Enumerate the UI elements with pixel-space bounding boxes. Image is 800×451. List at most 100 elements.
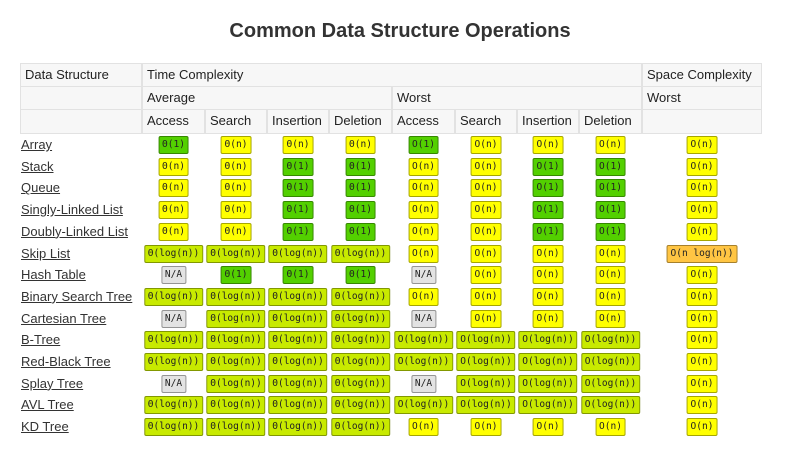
complexity-badge: Θ(1)	[345, 157, 376, 176]
complexity-badge: Θ(log(n))	[330, 396, 391, 415]
complexity-badge: O(log(n))	[580, 396, 641, 415]
column-header: Search	[455, 109, 517, 134]
complexity-badge: O(1)	[532, 201, 564, 220]
complexity-badge: O(n)	[470, 244, 502, 263]
complexity-badge: O(n)	[686, 353, 718, 371]
complexity-badge: O(log(n))	[518, 331, 578, 350]
complexity-badge: Θ(1)	[282, 157, 314, 176]
header-cell: Worst	[642, 86, 762, 110]
complexity-badge: Θ(1)	[282, 201, 314, 220]
complexity-badge: O(log(n))	[456, 353, 516, 371]
complexity-badge: Θ(n)	[220, 179, 252, 198]
complexity-badge: Θ(log(n))	[268, 287, 328, 306]
complexity-badge: O(n)	[532, 287, 564, 306]
structure-link[interactable]: Queue	[21, 180, 61, 196]
complexity-badge: O(n)	[532, 418, 564, 437]
structure-link[interactable]: Hash Table	[21, 267, 86, 283]
complexity-badge: O(log(n))	[580, 374, 641, 393]
title: Common Data Structure Operations	[229, 20, 571, 42]
complexity-badge: Θ(log(n))	[206, 287, 266, 306]
complexity-badge: O(n)	[686, 201, 718, 220]
complexity-badge: O(n)	[686, 136, 718, 154]
complexity-badge: O(n)	[686, 418, 718, 437]
complexity-badge: Θ(log(n))	[268, 418, 328, 437]
structure-link[interactable]: Stack	[21, 158, 54, 174]
complexity-badge: O(n)	[686, 222, 718, 241]
complexity-badge: O(log(n))	[393, 353, 454, 371]
structure-link[interactable]: Red-Black Tree	[21, 354, 111, 369]
structure-link[interactable]: Singly-Linked List	[21, 202, 123, 218]
header-cell: Space Complexity	[642, 63, 762, 87]
complexity-badge: Θ(log(n))	[330, 309, 391, 328]
complexity-badge: O(n)	[595, 418, 626, 437]
structure-link[interactable]: AVL Tree	[21, 397, 74, 413]
complexity-badge: Θ(log(n))	[268, 374, 328, 393]
complexity-badge: Θ(1)	[282, 222, 314, 241]
complexity-badge: O(n)	[595, 309, 626, 328]
complexity-badge: O(1)	[408, 136, 439, 154]
structure-link[interactable]: KD Tree	[21, 419, 69, 435]
complexity-badge: O(log(n))	[456, 374, 516, 393]
complexity-badge: O(n)	[470, 309, 502, 328]
complexity-badge: O(n)	[408, 201, 439, 220]
structure-link[interactable]: Doubly-Linked List	[21, 223, 128, 239]
complexity-badge: O(n)	[686, 157, 718, 176]
complexity-badge: O(n log(n))	[666, 244, 738, 263]
structure-link[interactable]: Splay Tree	[21, 375, 84, 391]
complexity-badge: Θ(log(n))	[330, 244, 391, 263]
structure-link[interactable]: Cartesian Tree	[21, 310, 107, 326]
header-cell	[20, 86, 142, 110]
column-header: Insertion	[267, 109, 329, 134]
complexity-badge: N/A	[160, 309, 187, 328]
structure-link[interactable]: Array	[21, 137, 53, 152]
complexity-badge: O(n)	[408, 222, 439, 241]
complexity-badge: O(log(n))	[456, 396, 516, 415]
complexity-badge: O(n)	[595, 244, 626, 263]
complexity-badge: O(n)	[595, 266, 626, 285]
complexity-badge: Θ(n)	[158, 201, 189, 220]
structure-link[interactable]: Binary Search Tree	[21, 288, 133, 304]
complexity-badge: Θ(log(n))	[268, 396, 328, 415]
complexity-badge: Θ(1)	[220, 266, 252, 285]
complexity-badge: O(n)	[686, 331, 718, 350]
complexity-badge: Θ(n)	[158, 222, 189, 241]
complexity-badge: Θ(log(n))	[330, 418, 391, 437]
complexity-badge: O(n)	[686, 266, 718, 285]
complexity-badge: Θ(n)	[220, 136, 252, 154]
header-cell: Worst	[392, 86, 642, 110]
complexity-badge: O(1)	[532, 157, 564, 176]
complexity-badge: Θ(log(n))	[330, 353, 391, 371]
complexity-badge: Θ(log(n))	[206, 309, 266, 328]
complexity-badge: N/A	[410, 266, 437, 285]
structure-link[interactable]: B-Tree	[21, 332, 61, 348]
complexity-badge: O(1)	[532, 179, 564, 198]
complexity-badge: O(n)	[686, 287, 718, 306]
complexity-badge: Θ(log(n))	[268, 309, 328, 328]
complexity-badge: Θ(log(n))	[206, 374, 266, 393]
complexity-badge: Θ(log(n))	[206, 396, 266, 415]
complexity-badge: Θ(n)	[282, 136, 314, 154]
complexity-badge: O(n)	[532, 266, 564, 285]
structure-link[interactable]: Skip List	[21, 245, 71, 261]
complexity-badge: O(n)	[470, 418, 502, 437]
header-cell: Average	[142, 86, 392, 110]
complexity-badge: O(1)	[595, 157, 626, 176]
column-header: Deletion	[579, 109, 642, 134]
complexity-badge: O(n)	[686, 179, 718, 198]
complexity-badge: O(log(n))	[518, 353, 578, 371]
complexity-badge: O(n)	[408, 179, 439, 198]
complexity-badge: Θ(log(n))	[143, 396, 204, 415]
complexity-badge: Θ(log(n))	[268, 244, 328, 263]
complexity-badge: O(n)	[408, 244, 439, 263]
complexity-badge: Θ(log(n))	[206, 353, 266, 371]
complexity-badge: Θ(1)	[345, 201, 376, 220]
column-header: Insertion	[517, 109, 579, 134]
complexity-badge: O(n)	[686, 396, 718, 415]
complexity-badge: Θ(log(n))	[143, 244, 204, 263]
complexity-badge: N/A	[410, 374, 437, 393]
complexity-badge: Θ(1)	[345, 222, 376, 241]
complexity-badge: O(n)	[408, 287, 439, 306]
complexity-badge: O(log(n))	[518, 396, 578, 415]
complexity-badge: O(n)	[532, 136, 564, 154]
